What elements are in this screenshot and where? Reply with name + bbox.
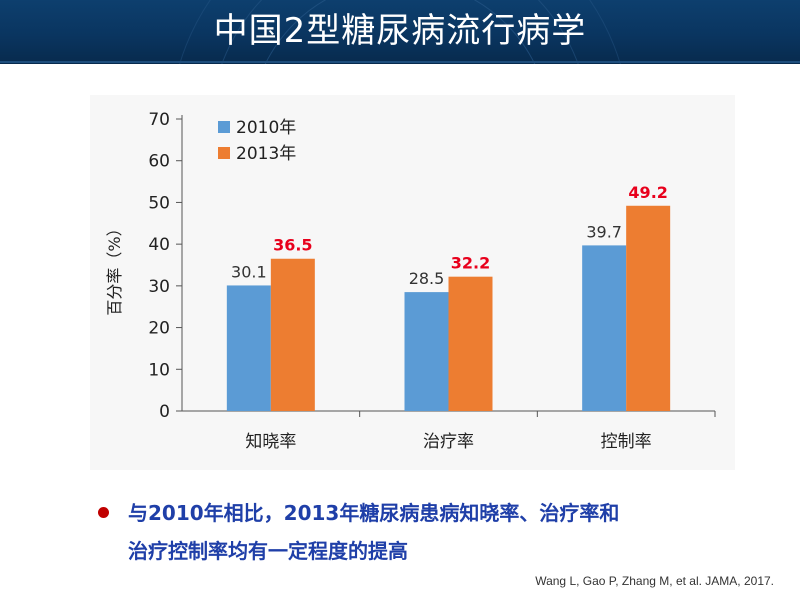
- bar-2013-2: [626, 205, 671, 411]
- slide-header: 中国2型糖尿病流行病学: [0, 0, 800, 64]
- summary-text-line-1: 与2010年相比，2013年糖尿病患病知晓率、治疗率和: [128, 501, 620, 525]
- legend-swatch: [218, 121, 230, 133]
- y-tick-label: 60: [148, 152, 170, 172]
- bar-2013-1: [448, 276, 493, 411]
- bar-2010-0: [226, 285, 271, 411]
- legend-label: 2010年: [236, 118, 296, 138]
- y-tick-label: 30: [148, 277, 170, 297]
- y-tick-label: 20: [148, 319, 170, 339]
- y-tick-label: 40: [148, 235, 170, 255]
- bar-2010-2: [582, 245, 627, 411]
- y-axis-label: 百分率（%）: [105, 220, 124, 315]
- data-label: 28.5: [409, 269, 445, 288]
- x-tick-label: 治疗率: [423, 432, 474, 452]
- legend-label: 2013年: [236, 144, 296, 164]
- chart-panel: 0 10 20 30 40 50 60 70 百分率（%） 30.1 36.5 知晓率 28.5 32.2…: [90, 95, 735, 470]
- y-tick-label: 0: [159, 402, 170, 422]
- bar-2010-1: [404, 292, 449, 411]
- slide-title: 中国2型糖尿病流行病学: [213, 11, 587, 51]
- data-label: 49.2: [628, 183, 667, 202]
- y-tick-label: 50: [148, 193, 170, 213]
- data-label: 36.5: [273, 236, 312, 255]
- bar-chart: 0 10 20 30 40 50 60 70 百分率（%） 30.1 36.5 知晓率 28.5 32.2…: [105, 110, 716, 452]
- data-label: 30.1: [231, 262, 267, 281]
- data-label: 32.2: [451, 254, 490, 273]
- bar-2013-0: [270, 258, 315, 411]
- header-decoration: [0, 0, 800, 64]
- x-tick-label: 知晓率: [245, 432, 296, 452]
- summary-text-line-2: 治疗控制率均有一定程度的提高: [128, 539, 408, 563]
- bullet-point-icon: [98, 507, 109, 518]
- y-tick-label: 70: [148, 110, 170, 130]
- data-label: 39.7: [586, 222, 622, 241]
- citation: Wang L, Gao P, Zhang M, et al. JAMA, 201…: [535, 574, 774, 588]
- legend-swatch: [218, 147, 230, 159]
- x-tick-label: 控制率: [601, 432, 652, 452]
- y-tick-label: 10: [148, 360, 170, 380]
